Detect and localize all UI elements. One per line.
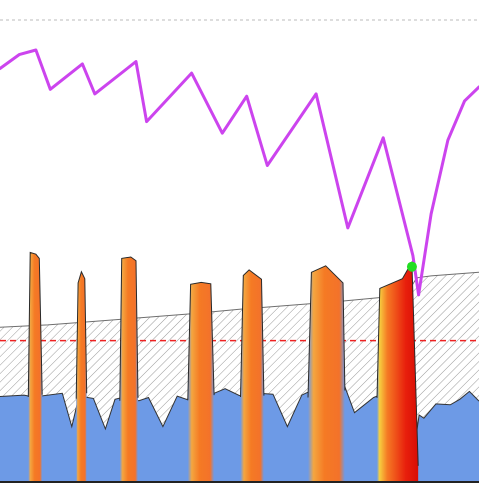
spike-outline-7 [376,260,419,466]
spike-outline-4 [187,281,215,401]
base-area [0,386,479,482]
spike-6 [307,265,345,482]
spike-4 [187,282,215,482]
spike-3 [119,257,138,482]
marker-point [406,261,417,272]
spike-outline-5 [240,269,265,398]
spike-outline-1 [27,251,43,398]
spike-outline-3 [119,256,139,401]
spike-outline-2 [75,270,88,399]
spike-1 [28,252,43,482]
spike-5 [240,269,264,482]
purple-series-line [0,48,479,297]
spike-outline-6 [307,265,346,398]
spike-2 [76,271,87,482]
spike-7 [376,262,419,482]
